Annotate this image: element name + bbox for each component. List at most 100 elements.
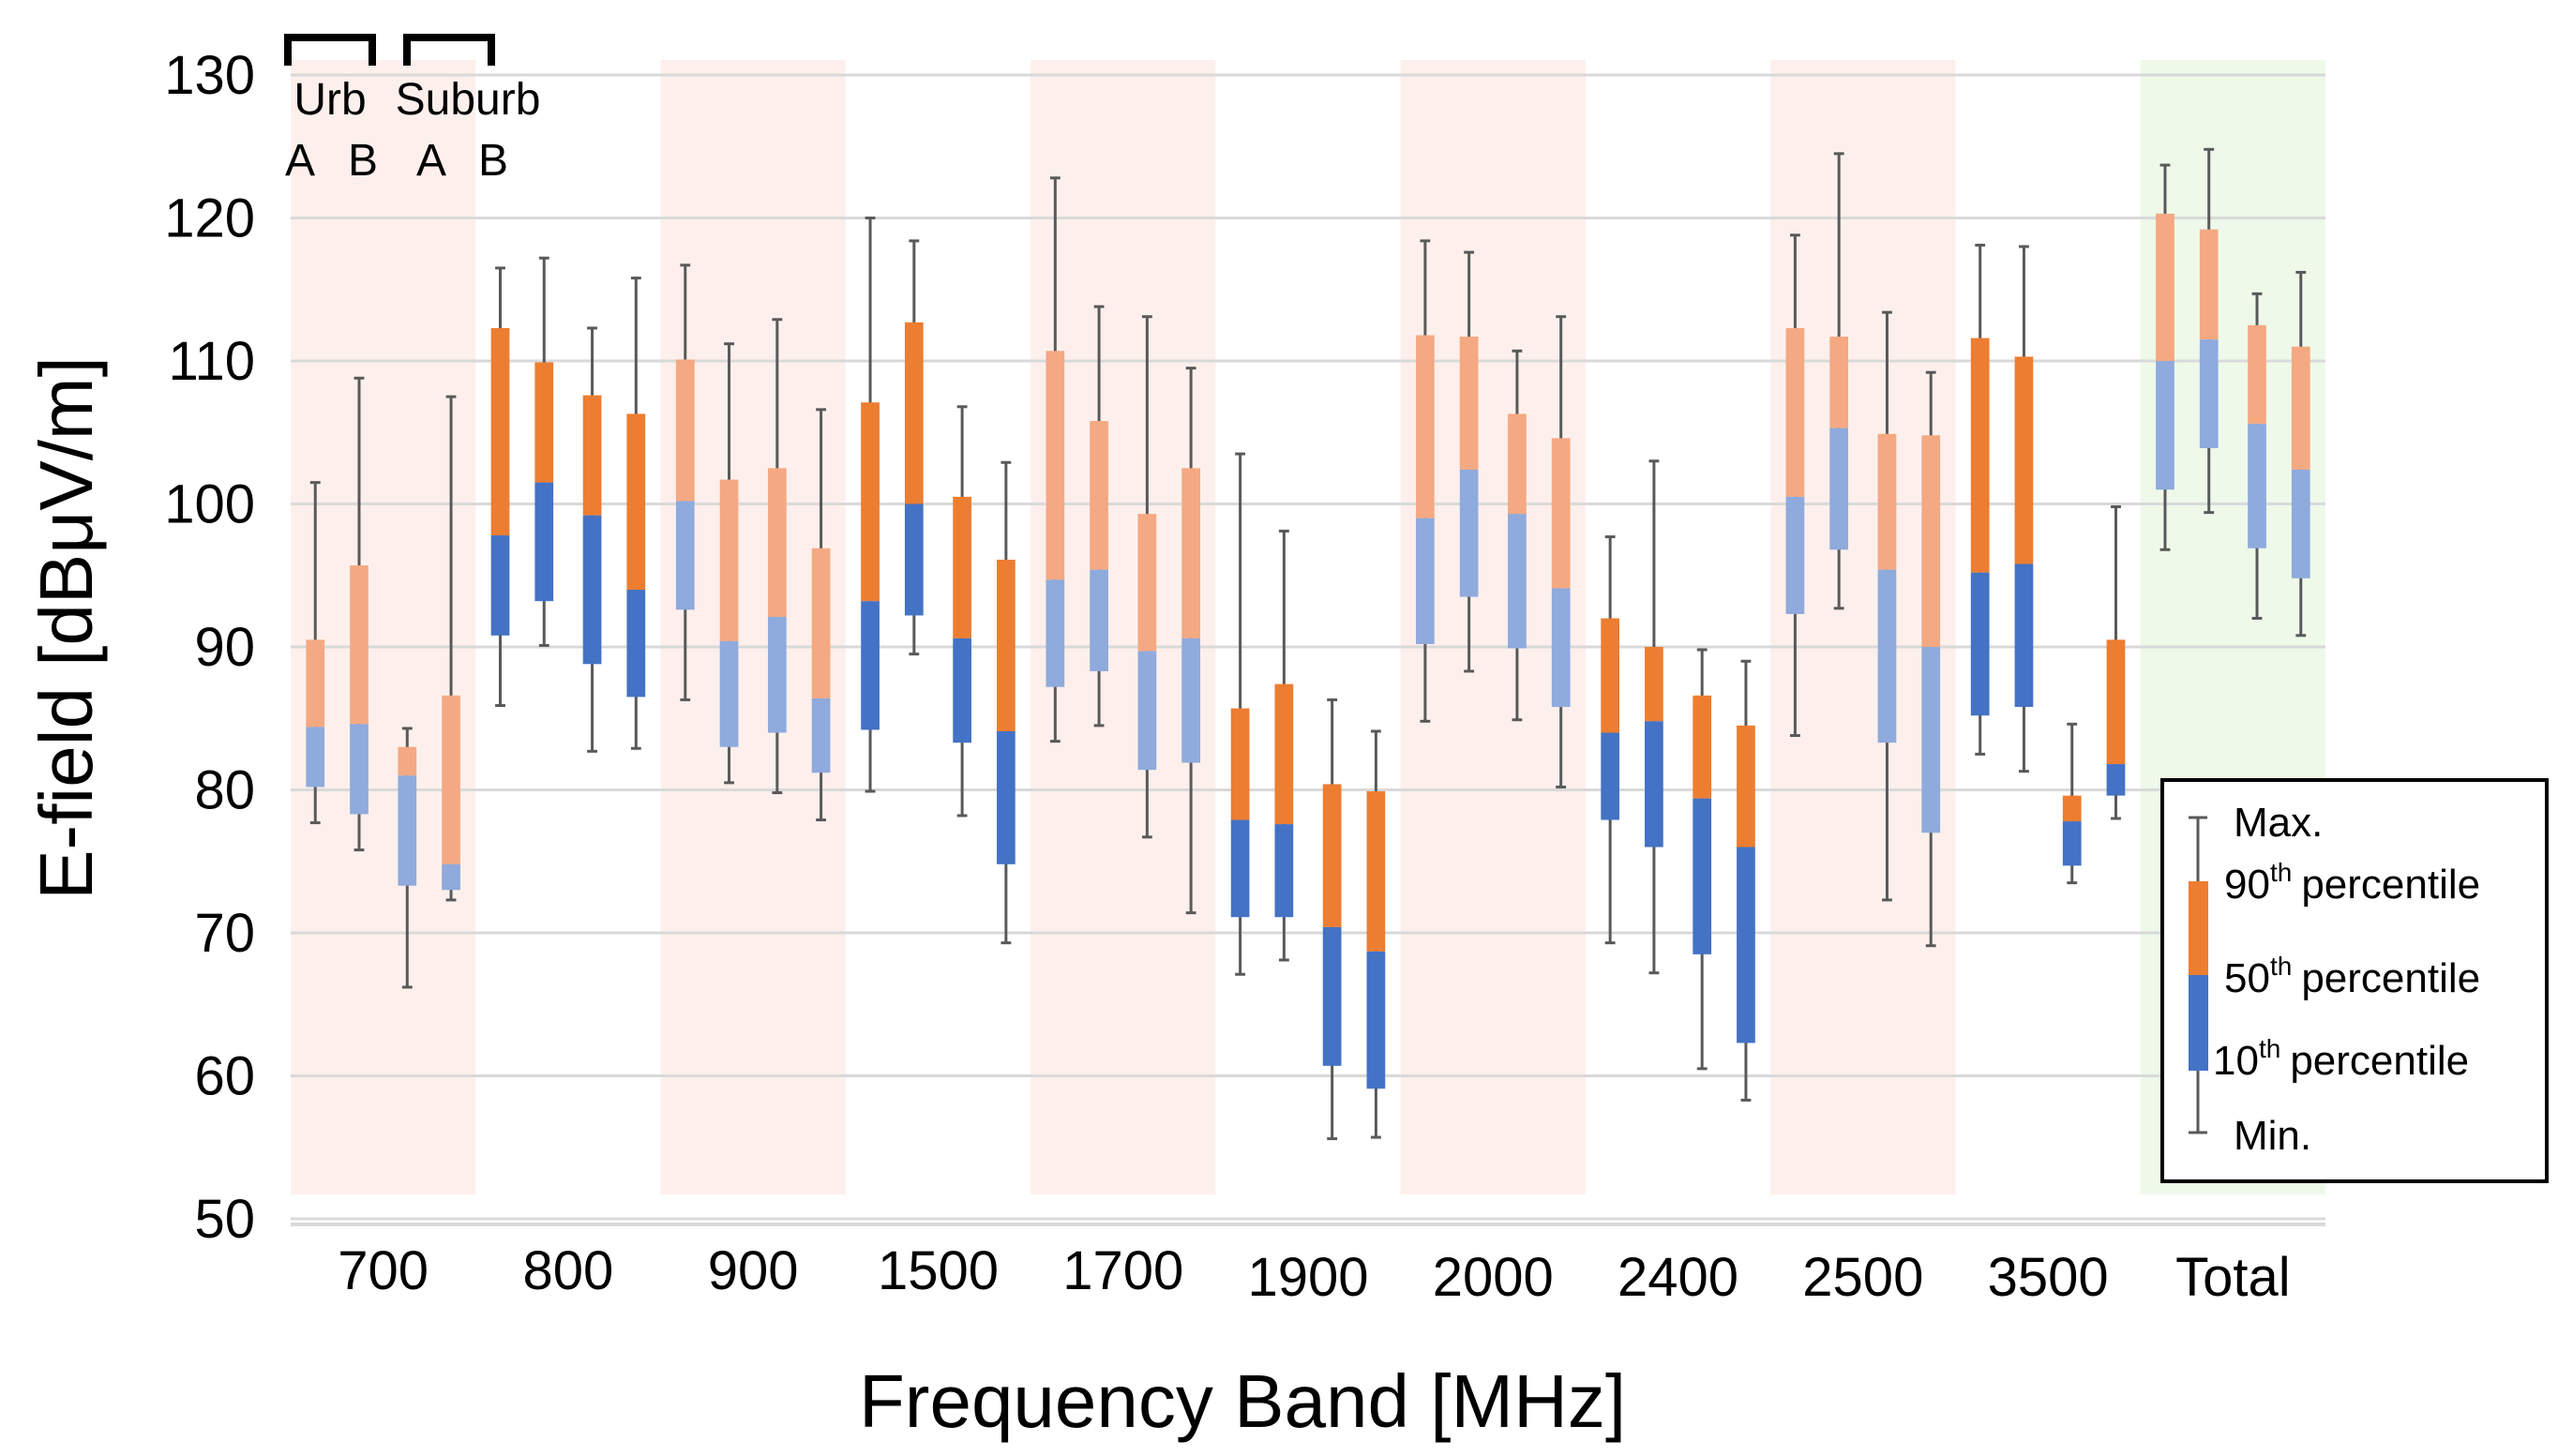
- box-700-s4-upper: [442, 695, 460, 864]
- y-axis-title: E-field [dBμV/m]: [24, 356, 108, 900]
- box-1700-s4-upper: [1181, 468, 1200, 638]
- box-2500-s2-upper: [1829, 337, 1849, 428]
- box-1500-s2-lower: [904, 503, 924, 616]
- box-2000-s1-lower: [1416, 518, 1435, 644]
- box-800-s1-upper: [490, 327, 510, 536]
- whisker-layer: [309, 147, 2307, 1141]
- urb-bracket: [284, 34, 376, 66]
- series-annotation: Urb Suburb A B A B: [284, 34, 541, 186]
- box-1900-s3-upper: [1322, 784, 1342, 927]
- box-total-s4-upper: [2291, 346, 2310, 470]
- box-3500-s2-upper: [2014, 356, 2034, 564]
- y-tick-90: 90: [194, 617, 255, 678]
- box-900-s2-lower: [719, 640, 739, 747]
- legend-max: Max.: [2234, 800, 2323, 846]
- box-2400-s2-upper: [1645, 647, 1663, 722]
- legend-min: Min.: [2234, 1113, 2311, 1159]
- annotation-urb-a: A: [285, 136, 315, 186]
- box-2000-s2-lower: [1459, 469, 1479, 597]
- x-tick-1700: 1700: [1062, 1240, 1183, 1301]
- box-800-s4-upper: [626, 413, 646, 590]
- box-3500-s3-upper: [2062, 795, 2082, 822]
- box-1900-s2-upper: [1274, 683, 1294, 825]
- box-2000-s3-upper: [1508, 413, 1527, 515]
- box-1500-s4-lower: [996, 730, 1016, 864]
- y-tick-130: 130: [164, 45, 255, 106]
- y-axis-title-mu: μ: [24, 511, 108, 554]
- box-3500-s2-lower: [2014, 563, 2034, 708]
- box-700-s1-upper: [306, 639, 325, 728]
- box-700-s3-lower: [398, 775, 417, 886]
- y-axis-title-post: V/m]: [24, 356, 108, 510]
- box-1700-s2-upper: [1090, 421, 1108, 570]
- legend-p10-suffix: th: [2259, 1034, 2280, 1063]
- box-2400-s3-lower: [1693, 798, 1712, 954]
- box-2400-s2-lower: [1645, 721, 1663, 848]
- box-3500-s4-upper: [2106, 639, 2126, 765]
- box-1900-s2-lower: [1274, 824, 1294, 918]
- y-tick-70: 70: [194, 903, 255, 964]
- box-800-s3-lower: [582, 515, 602, 665]
- box-2500-s3-upper: [1877, 433, 1897, 570]
- legend-p50-num: 50: [2224, 955, 2270, 1001]
- legend-upper-box: [2189, 881, 2208, 975]
- box-1700-s1-lower: [1046, 579, 1065, 687]
- box-2400-s4-upper: [1737, 725, 1755, 848]
- box-1500-s3-upper: [953, 496, 971, 638]
- x-tick-700: 700: [338, 1240, 429, 1301]
- box-2400-s4-lower: [1737, 847, 1755, 1043]
- box-900-s3-lower: [767, 616, 787, 733]
- box-2500-s1-upper: [1785, 327, 1805, 497]
- box-700-s4-lower: [442, 863, 460, 891]
- box-1900-s3-lower: [1322, 926, 1342, 1066]
- box-2500-s1-lower: [1785, 496, 1805, 614]
- box-900-s3-upper: [767, 468, 787, 617]
- annotation-suburb-a: A: [416, 136, 446, 186]
- box-800-s2-lower: [534, 482, 554, 602]
- legend-p10-num: 10: [2213, 1038, 2259, 1084]
- x-tick-2400: 2400: [1618, 1247, 1738, 1308]
- box-total-s4-lower: [2291, 469, 2310, 578]
- legend-p50-suffix: th: [2270, 952, 2292, 981]
- box-2500-s2-lower: [1829, 428, 1849, 550]
- box-700-s3-upper: [398, 746, 417, 776]
- box-2400-s1-lower: [1601, 732, 1620, 820]
- box-800-s1-lower: [490, 535, 510, 636]
- box-1900-s1-lower: [1230, 819, 1250, 918]
- box-1500-s2-upper: [904, 322, 924, 504]
- y-tick-layer: 50 60 70 80 90 100 110 120 130: [164, 45, 255, 1250]
- annotation-urb: Urb: [293, 75, 366, 125]
- legend-p90-word: percentile: [2301, 862, 2480, 908]
- x-tick-2000: 2000: [1433, 1247, 1554, 1308]
- x-tick-1500: 1500: [878, 1240, 999, 1301]
- box-900-s4-upper: [811, 548, 831, 698]
- x-tick-900: 900: [708, 1240, 799, 1301]
- box-3500-s1-upper: [1970, 338, 1990, 573]
- box-2000-s1-upper: [1416, 335, 1435, 518]
- box-2400-s1-upper: [1601, 618, 1620, 733]
- box-1700-s2-lower: [1090, 569, 1108, 671]
- x-tick-total: Total: [2175, 1247, 2291, 1308]
- annotation-suburb-b: B: [478, 136, 508, 186]
- x-axis-title: Frequency Band [MHz]: [859, 1359, 1626, 1443]
- legend-p90-num: 90: [2224, 862, 2270, 908]
- x-tick-3500: 3500: [1988, 1247, 2109, 1308]
- box-800-s3-upper: [582, 395, 602, 516]
- x-tick-1900: 1900: [1247, 1247, 1368, 1308]
- box-2000-s4-upper: [1551, 438, 1571, 589]
- legend-p50-word: percentile: [2301, 955, 2480, 1001]
- legend-p90: 90th percentile: [2224, 858, 2480, 908]
- box-total-s3-upper: [2248, 324, 2266, 425]
- box-total-s2-lower: [2199, 339, 2219, 449]
- box-2000-s4-lower: [1551, 588, 1571, 708]
- x-tick-layer: 700 800 900 1500 1700 1900 2000 2400 2500 3500 Tot…: [338, 1240, 2290, 1308]
- legend-p10: 10th percentile: [2213, 1034, 2469, 1084]
- y-tick-50: 50: [194, 1189, 255, 1250]
- box-2500-s4-lower: [1921, 647, 1941, 833]
- annotation-suburb: Suburb: [396, 75, 541, 125]
- box-800-s4-lower: [626, 590, 646, 698]
- box-3500-s3-lower: [2062, 821, 2082, 866]
- y-tick-120: 120: [164, 188, 255, 249]
